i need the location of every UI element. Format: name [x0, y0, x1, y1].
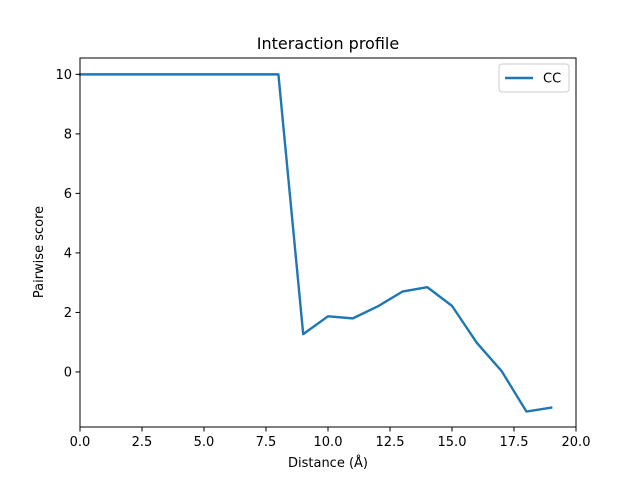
y-tick-label: 0 [64, 365, 72, 380]
y-tick-label: 2 [64, 306, 72, 321]
chart-title: Interaction profile [257, 34, 399, 53]
x-tick-label: 10.0 [314, 435, 343, 450]
y-tick-label: 6 [64, 187, 72, 202]
x-tick-label: 0.0 [70, 435, 91, 450]
x-axis-label: Distance (Å) [288, 455, 368, 471]
x-tick-label: 5.0 [194, 435, 215, 450]
x-tick-label: 17.5 [500, 435, 529, 450]
legend: CC [498, 63, 570, 93]
plot-area [78, 73, 553, 413]
x-tick-label: 7.5 [256, 435, 277, 450]
series-line-cc [78, 73, 553, 413]
axes: 0.0 2.5 5.0 7.5 10.0 12.5 15.0 17.5 20.0 0 2 4 6 8 10 [55, 57, 591, 450]
x-tick-label: 2.5 [132, 435, 153, 450]
x-tick-label: 12.5 [376, 435, 405, 450]
legend-box [498, 63, 570, 93]
x-tick-label: 20.0 [562, 435, 591, 450]
legend-label: CC [543, 72, 561, 87]
x-tick-label: 15.0 [438, 435, 467, 450]
y-tick-label: 8 [64, 127, 72, 142]
y-axis-label: Pairwise score [32, 206, 47, 298]
y-tick-label: 4 [64, 246, 72, 261]
y-tick-label: 10 [55, 68, 72, 83]
